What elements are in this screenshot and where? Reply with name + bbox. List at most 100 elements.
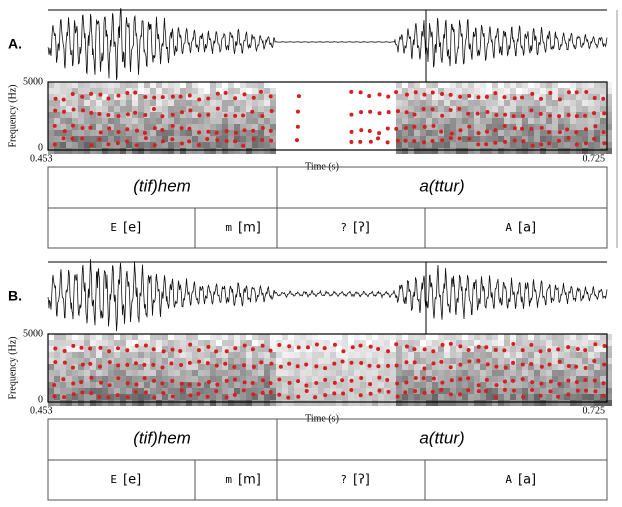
- spectrogram-cell: [66, 82, 72, 88]
- spectrogram-cell: [540, 358, 546, 364]
- formant-dot: [404, 92, 409, 97]
- formant-dot: [547, 348, 552, 353]
- y-max-label: 5000: [23, 76, 43, 87]
- spectrogram-cell: [366, 334, 372, 340]
- spectrogram-cell: [480, 136, 486, 142]
- formant-dot: [557, 382, 562, 387]
- spectrogram-cell: [204, 358, 210, 364]
- spectrogram-cell: [504, 100, 510, 106]
- spectrogram-cell: [426, 358, 432, 364]
- spectrogram-cell: [162, 82, 168, 88]
- spectrogram-cell: [264, 136, 270, 142]
- spectrogram-cell: [120, 106, 126, 112]
- spectrogram-cell: [174, 376, 180, 382]
- formant-dot: [502, 379, 507, 384]
- formant-dot: [224, 378, 229, 383]
- spectrogram-cell: [552, 148, 558, 154]
- spectrogram-cell: [48, 358, 54, 364]
- spectrogram-cell: [444, 148, 450, 154]
- spectrogram-cell: [120, 124, 126, 130]
- formant-dot: [484, 129, 489, 134]
- spectrogram-cell: [324, 370, 330, 376]
- spectrogram-cell: [486, 148, 492, 154]
- formant-dot: [520, 126, 525, 131]
- spectrogram-cell: [420, 364, 426, 370]
- spectrogram-cell: [474, 376, 480, 382]
- formant-dot: [125, 395, 130, 400]
- spectrogram-cell: [234, 136, 240, 142]
- formant-dot: [187, 139, 192, 144]
- spectrogram-cell: [294, 400, 300, 406]
- spectrogram-cell: [504, 106, 510, 112]
- spectrogram-cell: [582, 334, 588, 340]
- spectrogram-cell: [96, 142, 102, 148]
- spectrogram-cell: [540, 352, 546, 358]
- spectrogram-cell: [240, 382, 246, 388]
- spectrogram-cell: [270, 94, 276, 100]
- spectrogram-cell: [534, 106, 540, 112]
- spectrogram-cell: [90, 400, 96, 406]
- spectrogram-cell: [144, 148, 150, 154]
- formant-dot: [377, 111, 382, 116]
- x-min-label: 0.453: [30, 153, 53, 164]
- spectrogram-cell: [420, 370, 426, 376]
- spectrogram-cell: [606, 400, 612, 406]
- spectrogram-cell: [126, 124, 132, 130]
- spectrogram-cell: [48, 394, 54, 400]
- spectrogram-cell: [150, 124, 156, 130]
- spectrogram-cell: [432, 94, 438, 100]
- spectrogram-cell: [348, 370, 354, 376]
- spectrogram-cell: [270, 352, 276, 358]
- formant-dot: [97, 394, 102, 399]
- formant-dot: [530, 387, 535, 392]
- spectrogram-cell: [270, 148, 276, 154]
- spectrogram-cell: [228, 388, 234, 394]
- spectrogram-cell: [516, 364, 522, 370]
- spectrogram-cell: [462, 112, 468, 118]
- formant-dot: [349, 360, 354, 365]
- formant-dot: [125, 127, 130, 132]
- spectrogram-cell: [132, 394, 138, 400]
- spectrogram-cell: [498, 340, 504, 346]
- spectrogram-cell: [576, 142, 582, 148]
- spectrogram-cell: [138, 400, 144, 406]
- spectrogram-cell: [120, 100, 126, 106]
- formant-dot: [259, 89, 264, 94]
- spectrogram-cell: [396, 88, 402, 94]
- formant-dot: [116, 130, 121, 135]
- formant-dot: [233, 113, 238, 118]
- spectrogram-cell: [252, 346, 258, 352]
- spectrogram-cell: [540, 136, 546, 142]
- spectrogram-cell: [402, 100, 408, 106]
- formant-dot: [152, 126, 157, 131]
- spectrogram-cell: [390, 334, 396, 340]
- spectrogram-cell: [540, 340, 546, 346]
- formant-dot: [269, 109, 274, 114]
- y-min-label: 0: [38, 142, 43, 153]
- spectrogram-cell: [252, 352, 258, 358]
- spectrogram-cell: [240, 376, 246, 382]
- spectrogram-cell: [534, 88, 540, 94]
- formant-dot: [602, 343, 607, 348]
- spectrogram-cell: [270, 118, 276, 124]
- spectrogram-cell: [516, 382, 522, 388]
- spectrogram-cell: [78, 352, 84, 358]
- segment-ipa: [ʔ]: [353, 473, 370, 488]
- spectrogram-cell: [162, 124, 168, 130]
- segment-ipa: [ʔ]: [353, 221, 370, 236]
- formant-dot: [277, 392, 282, 397]
- spectrogram-cell: [264, 382, 270, 388]
- spectrogram-cell: [528, 112, 534, 118]
- formant-dot: [394, 363, 399, 368]
- formant-dot: [188, 342, 193, 347]
- formant-dot: [557, 97, 562, 102]
- spectrogram-cell: [324, 352, 330, 358]
- spectrogram-cell: [516, 142, 522, 148]
- spectrogram-cell: [102, 340, 108, 346]
- spectrogram-cell: [456, 142, 462, 148]
- spectrogram-cell: [132, 130, 138, 136]
- spectrogram-cell: [312, 340, 318, 346]
- spectrogram-cell: [414, 106, 420, 112]
- spectrogram-cell: [66, 130, 72, 136]
